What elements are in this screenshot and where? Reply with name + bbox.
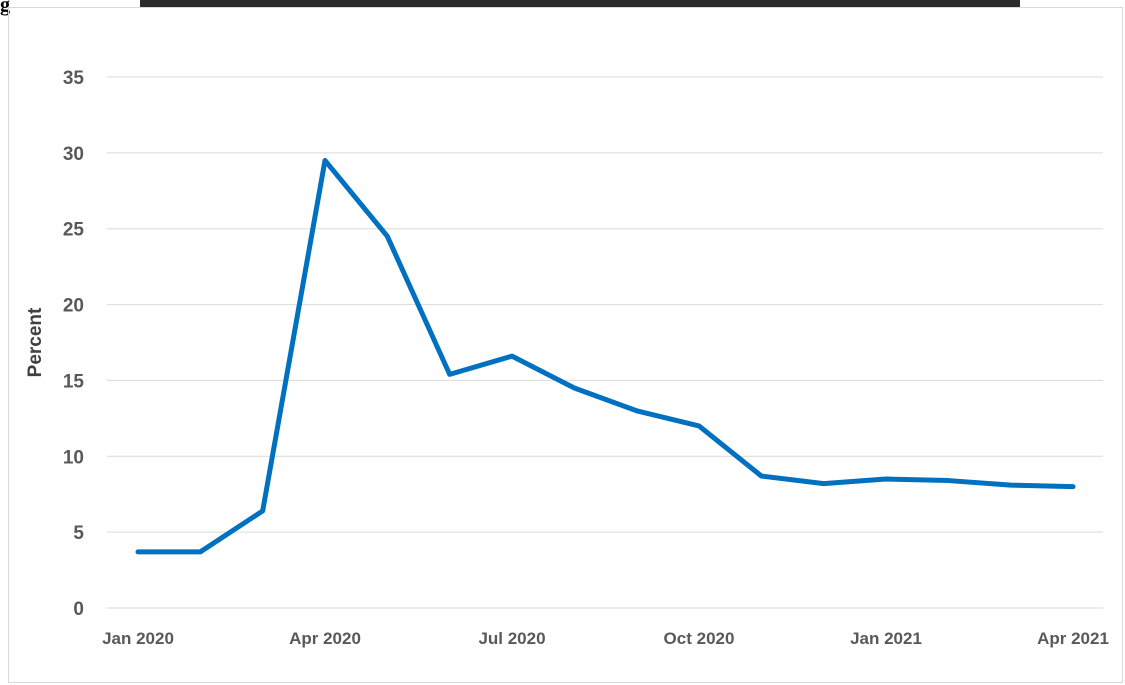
data-point [137, 551, 139, 553]
data-point [760, 475, 762, 477]
data-point [698, 425, 700, 427]
data-point [262, 510, 264, 512]
x-tick-label: Oct 2020 [664, 629, 735, 648]
y-tick-label: 35 [63, 68, 85, 89]
header-bar [140, 0, 1020, 8]
y-axis-ticks: 0 5 10 15 20 25 30 35 [63, 68, 85, 620]
data-point [449, 373, 451, 375]
data-point [511, 355, 513, 357]
data-point [885, 478, 887, 480]
x-tick-label: Jan 2020 [102, 629, 174, 648]
y-tick-label: 25 [63, 220, 85, 241]
data-point [636, 410, 638, 412]
figure-label-fragment: g [0, 0, 10, 16]
y-tick-label: 20 [63, 296, 84, 317]
data-point [386, 235, 388, 237]
x-tick-label: Jul 2020 [478, 629, 545, 648]
data-point [947, 480, 949, 482]
y-tick-label: 10 [63, 447, 84, 468]
data-point [1010, 484, 1012, 486]
data-point [324, 159, 326, 161]
y-tick-label: 15 [63, 371, 85, 392]
data-point [199, 551, 201, 553]
data-point [823, 483, 825, 485]
gridlines [107, 76, 1103, 609]
chart-frame [8, 7, 1123, 683]
data-point [1072, 486, 1074, 488]
x-tick-label: Apr 2020 [289, 629, 361, 648]
y-tick-label: 5 [73, 523, 84, 544]
x-axis-ticks: Jan 2020 Apr 2020 Jul 2020 Oct 2020 Jan 2021… [102, 629, 1109, 648]
series-layer [135, 157, 1076, 555]
series-line [135, 157, 1076, 555]
x-tick-label: Apr 2021 [1037, 629, 1109, 648]
y-tick-label: 0 [73, 599, 84, 620]
data-point [573, 387, 575, 389]
x-tick-label: Jan 2021 [850, 629, 922, 648]
y-axis-title: Percent [25, 307, 46, 377]
y-tick-label: 30 [63, 144, 84, 165]
